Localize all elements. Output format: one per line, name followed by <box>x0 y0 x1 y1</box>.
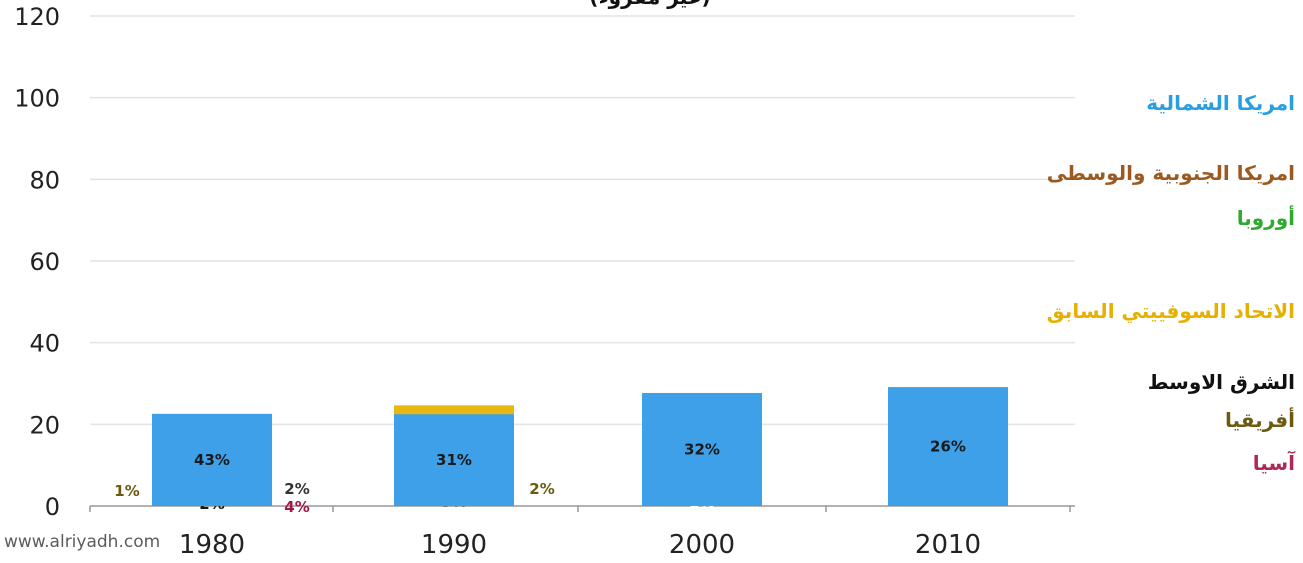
chart-title: (غير مقروء) <box>589 0 710 9</box>
y-tick-label: 0 <box>45 493 60 521</box>
legend-label: أوروبا <box>1237 204 1295 230</box>
bar-segment <box>888 387 1008 506</box>
legend-label: الشرق الاوسط <box>1148 370 1295 394</box>
bar-segment <box>642 392 762 506</box>
y-tick-label: 20 <box>29 411 60 439</box>
x-tick-label: 1990 <box>421 530 487 560</box>
legend-label: امريكا الشمالية <box>1146 91 1295 115</box>
y-tick-label: 100 <box>14 85 60 113</box>
y-tick-label: 120 <box>14 3 60 31</box>
data-label: 1% <box>114 482 139 500</box>
x-tick-label: 1980 <box>179 530 245 560</box>
x-tick-label: 2010 <box>915 530 981 560</box>
x-tick-label: 2000 <box>669 530 735 560</box>
legend-label: امريكا الجنوبية والوسطى <box>1047 161 1295 185</box>
data-label: 2% <box>284 480 309 498</box>
bar-segment <box>152 413 272 506</box>
y-tick-label: 60 <box>29 248 60 276</box>
data-label: 43% <box>194 451 230 469</box>
data-label: 2% <box>529 480 554 498</box>
bar-segment <box>394 414 514 506</box>
y-tick-label: 80 <box>29 166 60 194</box>
data-label: 4% <box>284 498 309 516</box>
watermark: www.alriyadh.com <box>4 532 161 552</box>
data-label: 31% <box>436 451 472 469</box>
data-label: 26% <box>930 438 966 456</box>
y-tick-label: 40 <box>29 330 60 358</box>
legend-label: أفريقيا <box>1225 406 1295 432</box>
legend-label: آسيا <box>1253 450 1296 475</box>
legend-label: الاتحاد السوفييتي السابق <box>1047 299 1295 324</box>
data-label: 32% <box>684 440 720 458</box>
